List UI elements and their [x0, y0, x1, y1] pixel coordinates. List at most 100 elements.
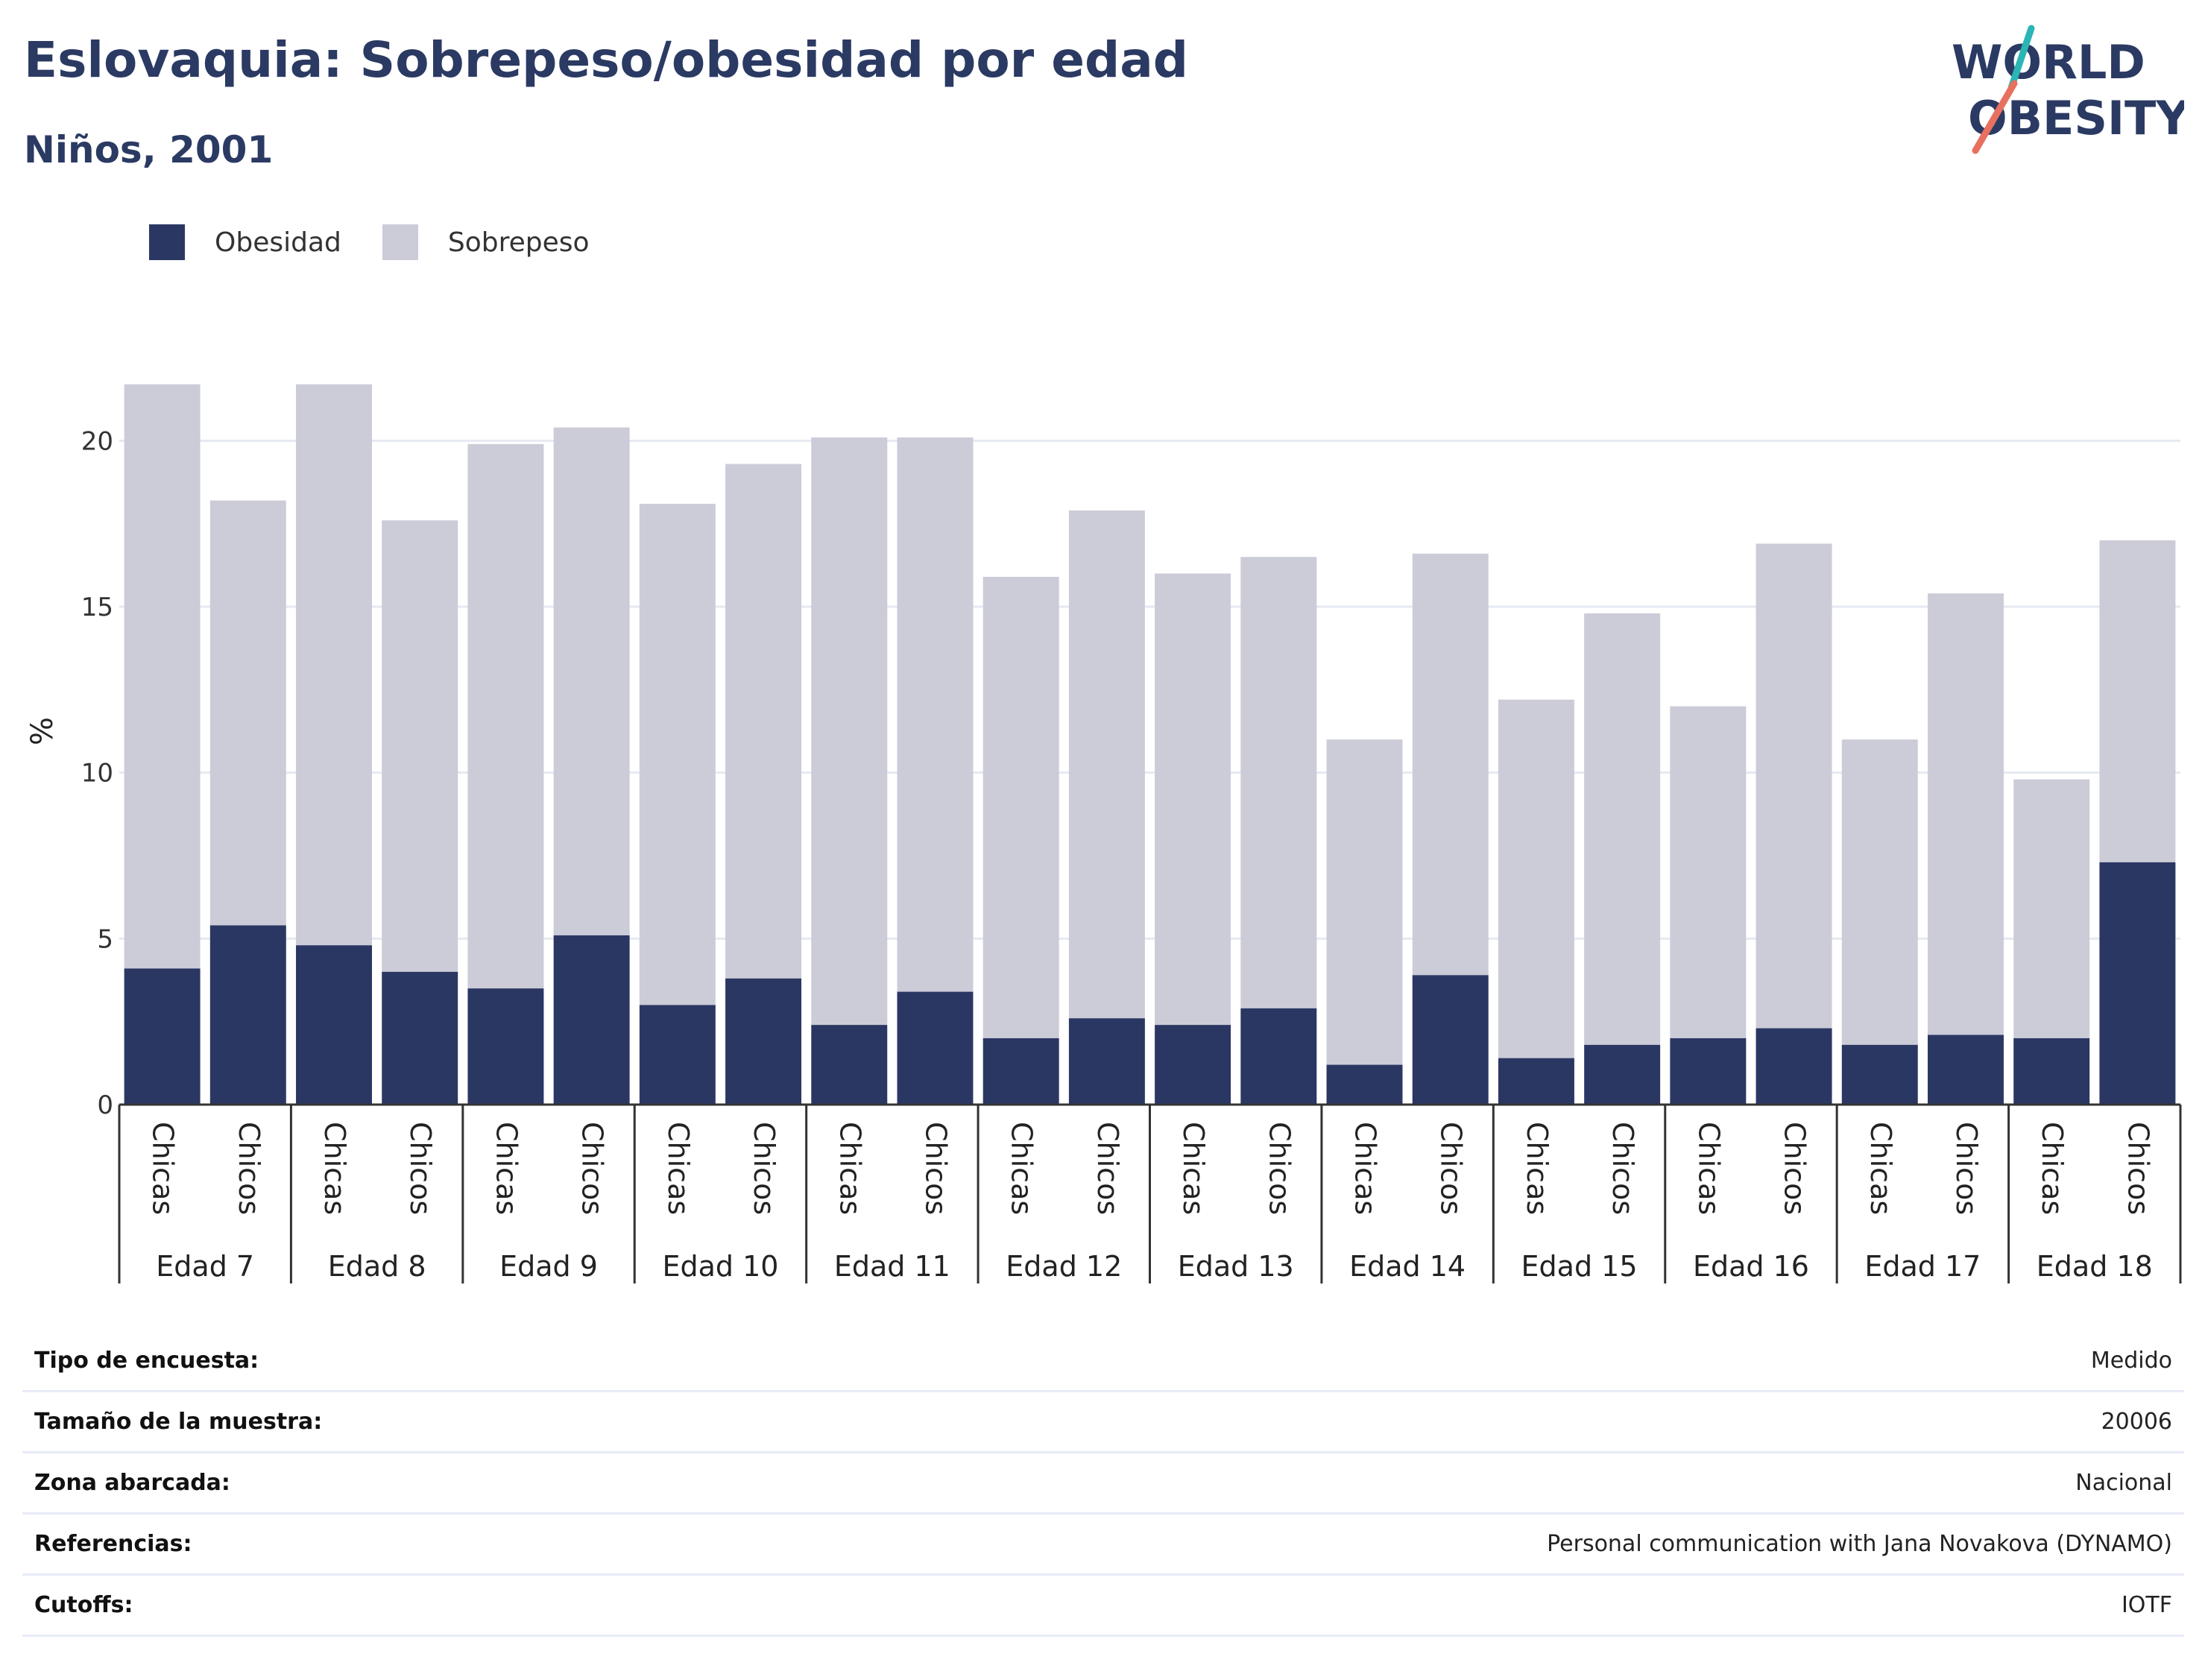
x-subcategory-label: Chicas: [1521, 1122, 1553, 1215]
x-subcategory-label: Chicas: [147, 1122, 180, 1215]
x-group-label: Edad 9: [499, 1250, 598, 1283]
meta-label: Tamaño de la muestra:: [34, 1409, 323, 1435]
x-group-label: Edad 16: [1693, 1250, 1809, 1283]
legend-item-obesidad[interactable]: Obesidad: [149, 224, 341, 260]
x-subcategory-label: Chicos: [748, 1122, 780, 1215]
bar-obesidad: [1841, 1044, 1918, 1105]
bar-obesidad: [982, 1038, 1059, 1105]
x-subcategory-label: Chicas: [490, 1122, 523, 1215]
chart-legend: Obesidad Sobrepeso: [149, 224, 631, 261]
bar-obesidad: [382, 971, 458, 1105]
x-subcategory-label: Chicas: [1692, 1122, 1725, 1215]
bar-obesidad: [725, 978, 802, 1105]
bar-sobrepeso: [1240, 557, 1317, 1008]
bar-sobrepeso: [1670, 706, 1747, 1038]
bar-obesidad: [1927, 1035, 2004, 1105]
meta-value: 20006: [2101, 1409, 2172, 1435]
x-subcategory-label: Chicos: [404, 1122, 437, 1215]
survey-info-table: Tipo de encuesta: Medido Tamaño de la mu…: [22, 1331, 2184, 1637]
meta-value: Nacional: [2075, 1470, 2172, 1496]
bar-obesidad: [1412, 975, 1489, 1105]
bar-sobrepeso: [296, 384, 373, 946]
y-tick-label: 0: [97, 1090, 113, 1120]
meta-label: Zona abarcada:: [34, 1470, 230, 1496]
y-tick-label: 5: [97, 924, 113, 954]
x-subcategory-label: Chicas: [2036, 1122, 2069, 1215]
bar-sobrepeso: [811, 437, 888, 1026]
x-subcategory-label: Chicas: [1006, 1122, 1038, 1215]
bar-obesidad: [639, 1005, 716, 1105]
meta-value: Personal communication with Jana Novakov…: [1547, 1531, 2172, 1557]
x-subcategory-label: Chicos: [1263, 1122, 1296, 1215]
bar-obesidad: [1326, 1064, 1403, 1105]
bar-obesidad: [553, 935, 630, 1105]
bar-sobrepeso: [897, 437, 974, 992]
bar-obesidad: [1240, 1008, 1317, 1105]
meta-value: Medido: [2090, 1348, 2172, 1374]
meta-row-area: Zona abarcada: Nacional: [22, 1453, 2184, 1515]
bar-obesidad: [1670, 1038, 1747, 1105]
x-subcategory-label: Chicos: [919, 1122, 952, 1215]
meta-label: Referencias:: [34, 1531, 192, 1557]
x-group-label: Edad 18: [2037, 1250, 2153, 1283]
stacked-bar-chart: 0 5 10 15 20% Chicas Chicos Chicas Chicos Chicas C…: [25, 384, 2182, 1283]
logo-slash-coral: [1972, 80, 2018, 154]
x-group-label: Edad 10: [662, 1250, 778, 1283]
x-group-label: Edad 11: [834, 1250, 950, 1283]
x-group-label: Edad 12: [1006, 1250, 1122, 1283]
legend-item-sobrepeso[interactable]: Sobrepeso: [382, 224, 590, 260]
x-subcategory-label: Chicas: [1864, 1122, 1897, 1215]
bar-obesidad: [296, 945, 373, 1105]
x-subcategory-label: Chicos: [1950, 1122, 1983, 1215]
bar-sobrepeso: [124, 384, 201, 969]
legend-label-sobrepeso: Sobrepeso: [447, 227, 590, 258]
bar-obesidad: [1068, 1018, 1145, 1105]
meta-row-sample-size: Tamaño de la muestra: 20006: [22, 1392, 2184, 1453]
logo-slash-teal: [2007, 25, 2035, 92]
logo-word-world: WORLD: [1952, 35, 2145, 89]
x-group-label: Edad 8: [328, 1250, 426, 1283]
meta-label: Tipo de encuesta:: [34, 1348, 259, 1374]
bar-obesidad: [1756, 1028, 1832, 1105]
y-tick-label: 10: [81, 759, 113, 789]
bar-sobrepeso: [2099, 540, 2176, 862]
bar-obesidad: [124, 968, 201, 1105]
bar-sobrepeso: [1068, 510, 1145, 1019]
x-subcategory-label: Chicas: [1349, 1122, 1382, 1215]
x-group-label: Edad 17: [1864, 1250, 1981, 1283]
meta-row-survey-type: Tipo de encuesta: Medido: [22, 1331, 2184, 1392]
x-subcategory-label: Chicos: [233, 1122, 265, 1215]
x-group-label: Edad 15: [1521, 1250, 1638, 1283]
bar-obesidad: [209, 925, 286, 1105]
bar-sobrepeso: [1584, 613, 1661, 1045]
bar-sobrepeso: [639, 503, 716, 1005]
bar-sobrepeso: [553, 427, 630, 935]
bar-sobrepeso: [467, 443, 544, 989]
x-subcategory-label: Chicos: [1606, 1122, 1639, 1215]
x-group-label: Edad 7: [156, 1250, 254, 1283]
x-subcategory-label: Chicas: [833, 1122, 866, 1215]
y-tick-label: 15: [81, 593, 113, 622]
y-tick-label: 20: [81, 426, 113, 456]
x-group-label: Edad 13: [1178, 1250, 1294, 1283]
x-subcategory-label: Chicas: [1177, 1122, 1210, 1215]
bar-sobrepeso: [209, 500, 286, 926]
meta-row-cutoffs: Cutoffs: IOTF: [22, 1576, 2184, 1637]
x-subcategory-label: Chicos: [1091, 1122, 1124, 1215]
bar-sobrepeso: [1155, 573, 1231, 1026]
bar-obesidad: [467, 988, 544, 1105]
bar-obesidad: [897, 991, 974, 1105]
x-subcategory-label: Chicos: [1435, 1122, 1468, 1215]
bar-sobrepeso: [382, 520, 458, 972]
legend-swatch-obesidad: [149, 224, 185, 260]
meta-row-references: Referencias: Personal communication with…: [22, 1515, 2184, 1576]
chart-title: Eslovaquia: Sobrepeso/obesidad por edad: [24, 31, 1188, 89]
bar-obesidad: [1584, 1044, 1661, 1105]
x-subcategory-label: Chicos: [1779, 1122, 1811, 1215]
bar-sobrepeso: [1927, 593, 2004, 1035]
x-subcategory-label: Chicas: [318, 1122, 351, 1215]
bar-obesidad: [811, 1025, 888, 1105]
meta-label: Cutoffs:: [34, 1592, 133, 1618]
bar-sobrepeso: [725, 464, 802, 979]
bar-obesidad: [2099, 862, 2176, 1105]
